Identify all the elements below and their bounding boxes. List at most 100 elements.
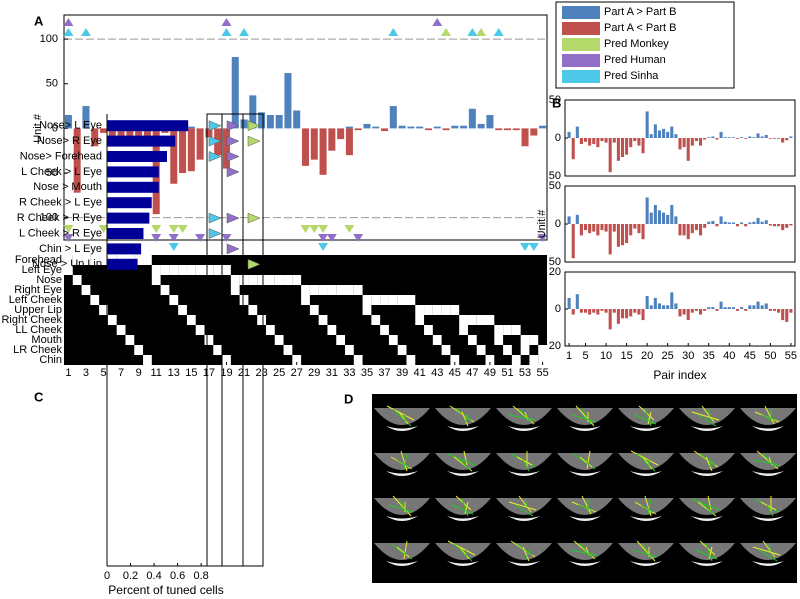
matrix-cell (459, 315, 468, 325)
face-shape (618, 498, 674, 515)
category-label: Nose> Forehead (20, 150, 102, 162)
matrix-cell (353, 355, 363, 365)
bar (653, 205, 657, 224)
matrix-cell (169, 265, 179, 275)
face-edge (396, 546, 410, 558)
bar (752, 221, 756, 224)
feature-label: Left Eye (22, 264, 62, 276)
prediction-marker (247, 135, 261, 147)
face-edge (766, 504, 774, 517)
bar (756, 217, 760, 224)
bar (686, 224, 690, 240)
face-edge (447, 453, 476, 466)
bar (389, 106, 397, 129)
bar (596, 138, 600, 148)
bar (143, 128, 151, 138)
bar (91, 128, 99, 147)
bar (760, 305, 764, 309)
bar (592, 138, 596, 145)
feature-matrix (64, 255, 547, 365)
bar (764, 134, 768, 138)
bar (571, 309, 575, 315)
face-edge (575, 405, 595, 427)
bar (442, 128, 450, 131)
face-edge (402, 549, 407, 556)
face-edge (508, 501, 537, 511)
x-axis-label: Percent of tuned cells (108, 583, 223, 597)
face-edge (647, 411, 652, 425)
x-tick-label: 33 (343, 367, 355, 379)
matrix-cell (415, 305, 425, 315)
matrix-cell (432, 305, 442, 315)
bar (633, 138, 637, 142)
matrix-cell (213, 345, 223, 355)
face-edge (571, 414, 597, 423)
x-tick-label: 21 (238, 367, 250, 379)
matrix-cell (90, 295, 100, 305)
bar (328, 128, 336, 151)
x-tick-label: 9 (136, 367, 142, 379)
feature-label: Mouth (31, 334, 62, 346)
bar (735, 138, 740, 139)
bar (249, 95, 257, 129)
face-edge (388, 504, 414, 513)
bar (600, 309, 604, 311)
x-tick-label: 35 (703, 350, 715, 362)
bar (135, 128, 143, 138)
face-edge (642, 543, 653, 560)
category-label: L Cheek > R Eye (19, 227, 102, 239)
prediction-marker (63, 225, 74, 233)
bar (645, 296, 649, 309)
y-tick-label: 100 (40, 212, 58, 224)
legend-swatch (562, 38, 600, 51)
face-shape (435, 498, 491, 515)
bar (416, 126, 424, 129)
legend-label: Pred Monkey (604, 38, 669, 50)
bar (108, 128, 116, 140)
face-chin (508, 471, 540, 476)
prediction-marker (318, 225, 329, 233)
bar (579, 138, 583, 145)
category-label: Nose> L Eye (39, 120, 102, 132)
bar (727, 307, 731, 309)
matrix-cell (318, 285, 328, 295)
bar (707, 307, 711, 309)
prediction-marker (208, 212, 222, 224)
y-axis-label: Unit # (32, 113, 44, 143)
face-edge (392, 408, 412, 427)
face-edge (451, 504, 474, 515)
bar (703, 224, 707, 228)
matrix-cell (380, 295, 389, 305)
matrix-cell (336, 285, 346, 295)
matrix-cell (459, 325, 468, 335)
face-edge (632, 549, 658, 558)
matrix-cell (239, 275, 249, 285)
bar (715, 138, 719, 140)
face-edge (392, 495, 412, 517)
bar (107, 181, 159, 193)
bar (629, 309, 633, 317)
face-edge (644, 408, 652, 427)
bar (310, 128, 318, 160)
face-chin (569, 516, 601, 521)
prediction-marker (239, 28, 250, 36)
prediction-marker (226, 135, 240, 147)
face-shape (374, 453, 430, 470)
bar (107, 151, 167, 162)
bar (785, 224, 789, 228)
x-tick-label: 55 (785, 350, 797, 362)
y-tick-label: 50 (46, 167, 58, 179)
x-tick-label: 15 (185, 367, 197, 379)
matrix-cell (125, 335, 135, 345)
category-label: L Cheek > L Eye (21, 166, 102, 178)
bar (678, 309, 682, 317)
bar (381, 128, 389, 132)
bar (641, 138, 645, 154)
bar (117, 128, 125, 141)
prediction-marker (208, 135, 222, 147)
face-edge (398, 498, 409, 515)
face-chin (386, 471, 418, 476)
face-edge (644, 495, 652, 517)
bar (649, 212, 653, 224)
prediction-marker (493, 28, 504, 36)
